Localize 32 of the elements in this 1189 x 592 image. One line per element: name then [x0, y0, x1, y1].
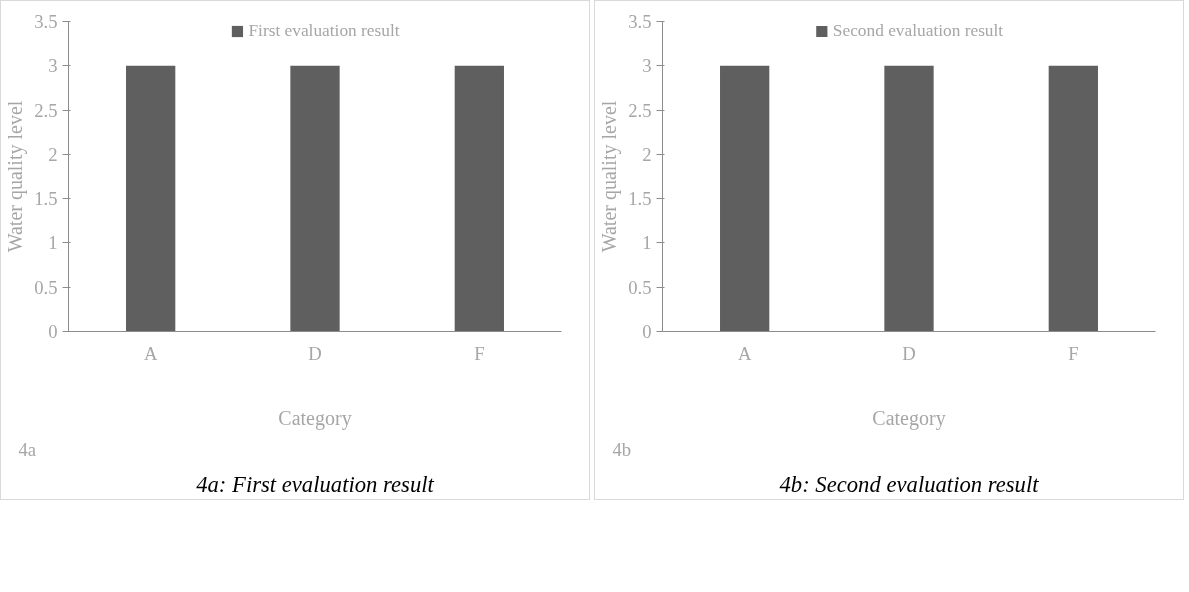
- y-tick-label: 2: [48, 143, 58, 165]
- y-tick-label: 1.5: [628, 188, 652, 210]
- y-tick-label: 2.5: [628, 99, 652, 121]
- x-tick-label: F: [474, 342, 485, 364]
- y-tick-label: 0.5: [628, 276, 652, 298]
- y-tick-label: 1: [642, 232, 652, 254]
- y-tick-label: 0: [48, 321, 58, 342]
- y-tick-label: 0: [642, 321, 652, 342]
- y-tick-label: 2: [642, 143, 652, 165]
- text: 4b: Second evaluation result: [779, 471, 1040, 497]
- y-tick-label: 2.5: [34, 99, 58, 121]
- legend-label: First evaluation result: [248, 21, 400, 41]
- x-tick-label: D: [308, 342, 322, 364]
- x-tick-label: A: [737, 342, 752, 364]
- y-tick-label: 3.5: [34, 11, 58, 32]
- text: 4a: [18, 438, 37, 460]
- x-tick-label: F: [1068, 342, 1079, 364]
- x-tick-label: D: [902, 342, 916, 364]
- y-tick-label: 1.5: [34, 188, 58, 210]
- y-tick-label: 1: [48, 232, 58, 254]
- y-tick-label: 3: [642, 55, 652, 77]
- y-tick-label: 3.5: [628, 11, 652, 32]
- y-tick-label: 3: [48, 55, 58, 77]
- y-tick-label: 0.5: [34, 276, 58, 298]
- y-axis-title: Water quality level: [4, 100, 28, 253]
- legend-label: Second evaluation result: [832, 21, 1004, 41]
- x-axis-title: Category: [278, 406, 352, 430]
- y-axis-title: Water quality level: [598, 100, 622, 253]
- x-axis-title: Category: [872, 406, 946, 430]
- text: 4b: [612, 438, 632, 460]
- text: 4a: First evaluation result: [196, 471, 435, 497]
- x-tick-label: A: [143, 342, 158, 364]
